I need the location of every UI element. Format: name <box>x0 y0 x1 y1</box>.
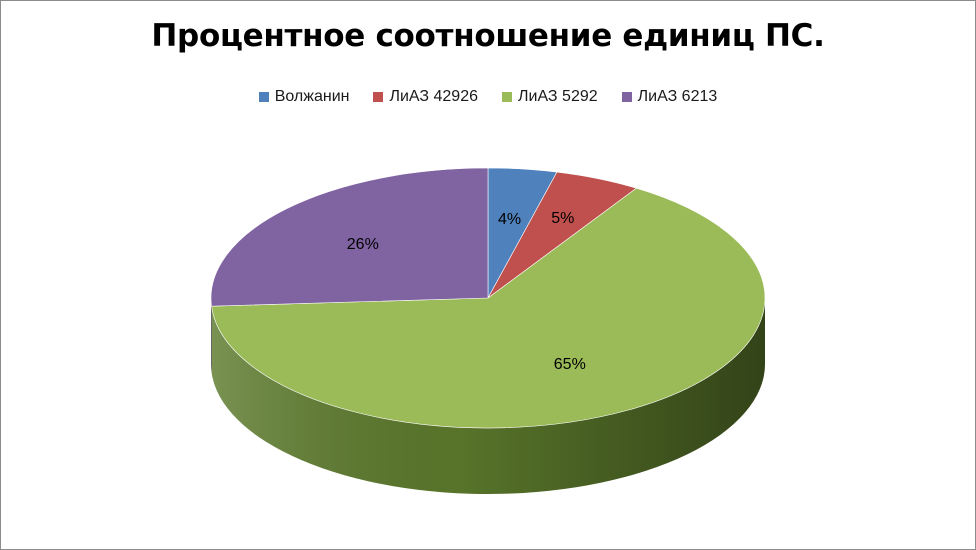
pie-labels: 4% 5% 65% 26% <box>347 210 586 373</box>
chart-title: Процентное соотношение единиц ПС. <box>151 18 825 54</box>
legend-label: Волжанин <box>274 88 350 105</box>
legend-label: ЛиАЗ 6213 <box>637 88 718 105</box>
legend-swatch-3 <box>621 92 632 102</box>
legend-swatch-2 <box>502 92 512 102</box>
legend-item: ЛиАЗ 6213 <box>621 88 718 106</box>
legend-label: ЛиАЗ 42926 <box>389 88 478 105</box>
legend-swatch-1 <box>373 92 384 102</box>
data-label-2: 65% <box>554 356 586 373</box>
pie-slice-side-shade-2 <box>211 298 765 494</box>
pie-tops <box>210 167 766 429</box>
pie-slice-3 <box>210 167 489 307</box>
legend-swatch-0 <box>258 92 269 102</box>
pie-sides <box>211 298 765 494</box>
data-label-3: 26% <box>347 236 379 253</box>
legend: Волжанин ЛиАЗ 42926 ЛиАЗ 5292 ЛиАЗ 6213 <box>0 88 976 106</box>
legend-item: ЛиАЗ 42926 <box>373 88 478 106</box>
data-label-0: 4% <box>498 211 521 228</box>
legend-item: ЛиАЗ 5292 <box>502 88 598 106</box>
legend-item: Волжанин <box>258 88 350 106</box>
pie-slice-side-shade-3 <box>211 298 212 373</box>
legend-label: ЛиАЗ 5292 <box>518 88 598 105</box>
data-label-1: 5% <box>551 210 574 227</box>
pie-slice-2 <box>211 187 766 429</box>
